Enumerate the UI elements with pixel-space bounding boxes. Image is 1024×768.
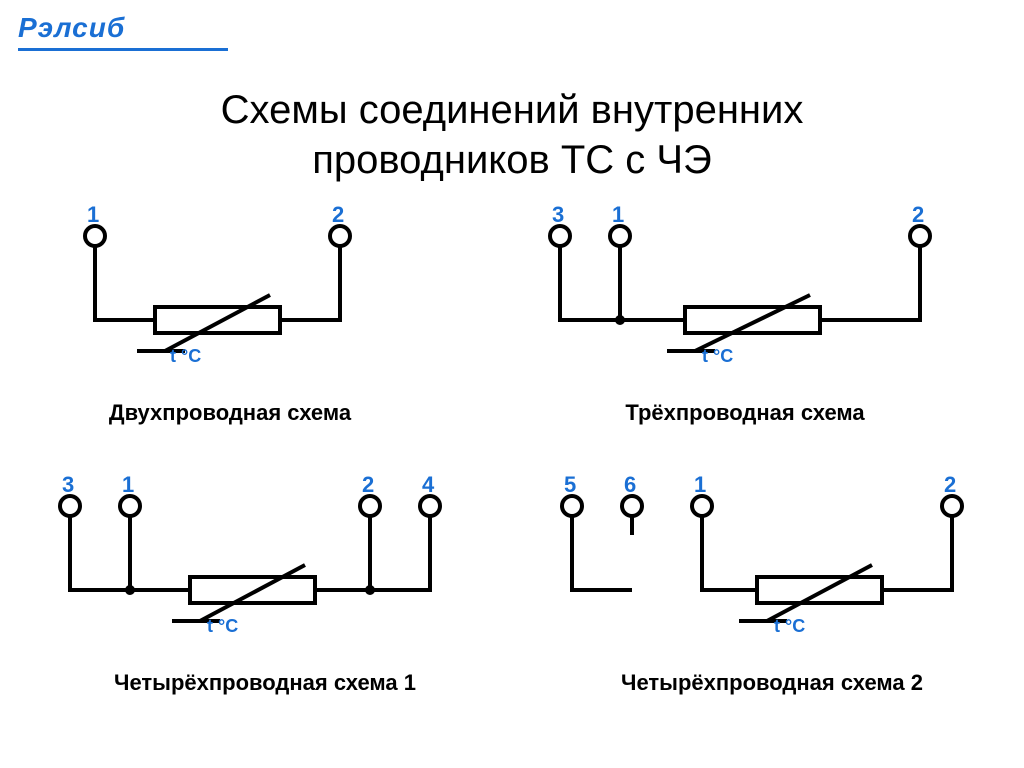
temperature-label: t °C <box>170 346 201 367</box>
terminal-number: 1 <box>87 202 99 228</box>
terminal-number: 2 <box>944 472 956 498</box>
page-title-line2: проводников ТС с ЧЭ <box>0 138 1024 183</box>
page-title-line1: Схемы соединений внутренних <box>0 88 1024 133</box>
schematic-label-four-wire-2: Четырёхпроводная схема 2 <box>532 670 1012 696</box>
temperature-label: t °C <box>774 616 805 637</box>
terminal-number: 1 <box>612 202 624 228</box>
schematic-label-four-wire-1: Четырёхпроводная схема 1 <box>30 670 500 696</box>
schematic-svg <box>532 470 1012 650</box>
brand-logo-underline <box>18 48 228 51</box>
terminal-number: 2 <box>332 202 344 228</box>
schematic-two-wire: 1 2 t °C <box>45 200 415 400</box>
temperature-label: t °C <box>207 616 238 637</box>
schematic-three-wire: 3 1 2 t °C <box>520 200 970 400</box>
temperature-label: t °C <box>702 346 733 367</box>
terminal-number: 2 <box>362 472 374 498</box>
schematic-label-two-wire: Двухпроводная схема <box>45 400 415 426</box>
terminal-number: 3 <box>552 202 564 228</box>
terminal-number: 3 <box>62 472 74 498</box>
schematic-label-three-wire: Трёхпроводная схема <box>520 400 970 426</box>
terminal-number: 6 <box>624 472 636 498</box>
schematic-four-wire-1: 3 1 2 4 t °C <box>30 470 500 670</box>
brand-logo: Рэлсиб <box>18 12 125 44</box>
terminal-number: 5 <box>564 472 576 498</box>
schematic-svg <box>45 200 415 380</box>
terminal-number: 2 <box>912 202 924 228</box>
terminal-number: 4 <box>422 472 434 498</box>
terminal-number: 1 <box>694 472 706 498</box>
schematic-four-wire-2: 5 6 1 2 t °C <box>532 470 1012 670</box>
terminal-number: 1 <box>122 472 134 498</box>
schematic-svg <box>520 200 970 380</box>
